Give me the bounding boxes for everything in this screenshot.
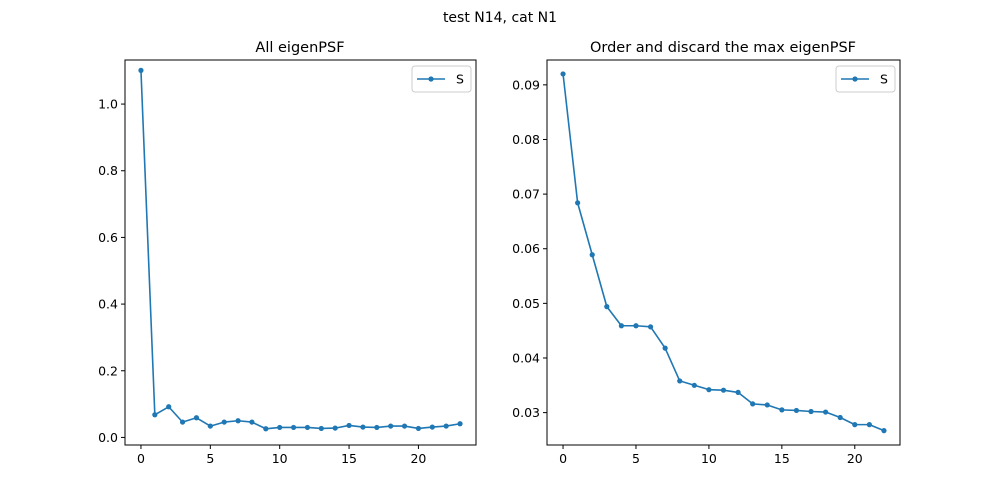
y-tick-label: 0.09: [512, 77, 540, 92]
plot-frame: [124, 59, 477, 446]
y-tick-label: 1.0: [98, 97, 118, 112]
data-point: [633, 323, 639, 329]
x-tick-label: 10: [272, 451, 288, 466]
data-point: [677, 378, 683, 384]
x-tick-label: 5: [632, 451, 640, 466]
data-point: [290, 424, 297, 431]
data-point: [618, 323, 624, 329]
data-point: [166, 404, 172, 410]
data-point: [647, 324, 654, 330]
data-point: [560, 71, 566, 77]
data-point: [374, 424, 380, 431]
y-tick-label: 0.8: [98, 163, 118, 178]
data-point: [691, 382, 697, 388]
panel-all-eigenpsf: All eigenPSF 0 5 10 15 20 0.0 0.2 0.4 0.6 0.8 1.0…: [98, 40, 477, 466]
y-tick-label: 0.03: [512, 405, 540, 420]
x-tick-label: 0: [559, 451, 567, 466]
data-point: [388, 423, 394, 429]
data-point: [415, 425, 422, 432]
data-point: [735, 389, 741, 395]
data-point: [866, 422, 872, 428]
data-point: [720, 387, 727, 393]
y-tick-label: 0.2: [98, 363, 118, 378]
data-point: [808, 408, 814, 415]
data-point: [207, 423, 213, 429]
y-tick-label: 0.07: [512, 187, 540, 202]
data-point: [823, 409, 829, 415]
data-point: [179, 419, 186, 425]
data-point: [837, 414, 843, 421]
series-line: [562, 73, 885, 432]
legend-label: S: [880, 72, 888, 87]
y-tick-label: 0.08: [512, 132, 540, 147]
data-point: [443, 423, 449, 429]
data-point: [401, 423, 408, 429]
data-point: [304, 424, 311, 431]
legend-marker: [428, 76, 434, 82]
legend-label: S: [456, 72, 464, 87]
x-tick-label: 20: [410, 451, 426, 466]
data-point: [852, 422, 858, 428]
data-point: [706, 387, 712, 393]
data-point: [152, 412, 158, 418]
y-tick-label: 0.4: [98, 297, 118, 312]
data-point: [589, 252, 595, 258]
data-point: [332, 425, 338, 431]
y-tick-label: 0.6: [98, 230, 118, 245]
plot-frame: [546, 59, 901, 446]
panel-ordered-eigenpsf: Order and discard the max eigenPSF 0 5 10 1…: [512, 40, 901, 466]
legend-marker: [852, 76, 858, 82]
data-point: [429, 424, 435, 430]
panel-title: Order and discard the max eigenPSF: [590, 40, 856, 56]
x-tick-label: 0: [137, 451, 145, 466]
data-point: [138, 67, 144, 74]
data-point: [346, 422, 352, 429]
x-tick-label: 15: [341, 451, 357, 466]
data-point: [793, 407, 800, 414]
y-tick-label: 0.05: [512, 296, 540, 311]
legend: S: [835, 65, 896, 93]
figure-suptitle: test N14, cat N1: [443, 10, 557, 26]
data-point: [575, 200, 581, 206]
data-point: [750, 401, 756, 407]
data-point: [604, 304, 610, 310]
data-point: [277, 424, 283, 431]
y-tick-label: 0.06: [512, 241, 540, 256]
data-point: [881, 428, 887, 434]
x-tick-label: 20: [847, 451, 863, 466]
data-point: [221, 419, 227, 425]
series-line: [140, 70, 461, 430]
data-point: [263, 426, 269, 432]
data-point: [360, 424, 366, 430]
data-point: [249, 419, 255, 425]
legend: S: [411, 65, 472, 93]
data-point: [457, 421, 463, 427]
y-tick-label: 0.04: [512, 350, 540, 365]
data-point: [318, 425, 324, 432]
data-point: [764, 402, 770, 408]
x-tick-label: 10: [701, 451, 717, 466]
panel-title: All eigenPSF: [255, 40, 344, 56]
data-point: [193, 415, 200, 421]
y-tick-label: 0.0: [98, 430, 118, 445]
data-point: [662, 345, 668, 351]
data-point: [235, 418, 241, 424]
x-tick-label: 15: [774, 451, 790, 466]
x-tick-label: 5: [206, 451, 214, 466]
data-point: [779, 407, 785, 413]
